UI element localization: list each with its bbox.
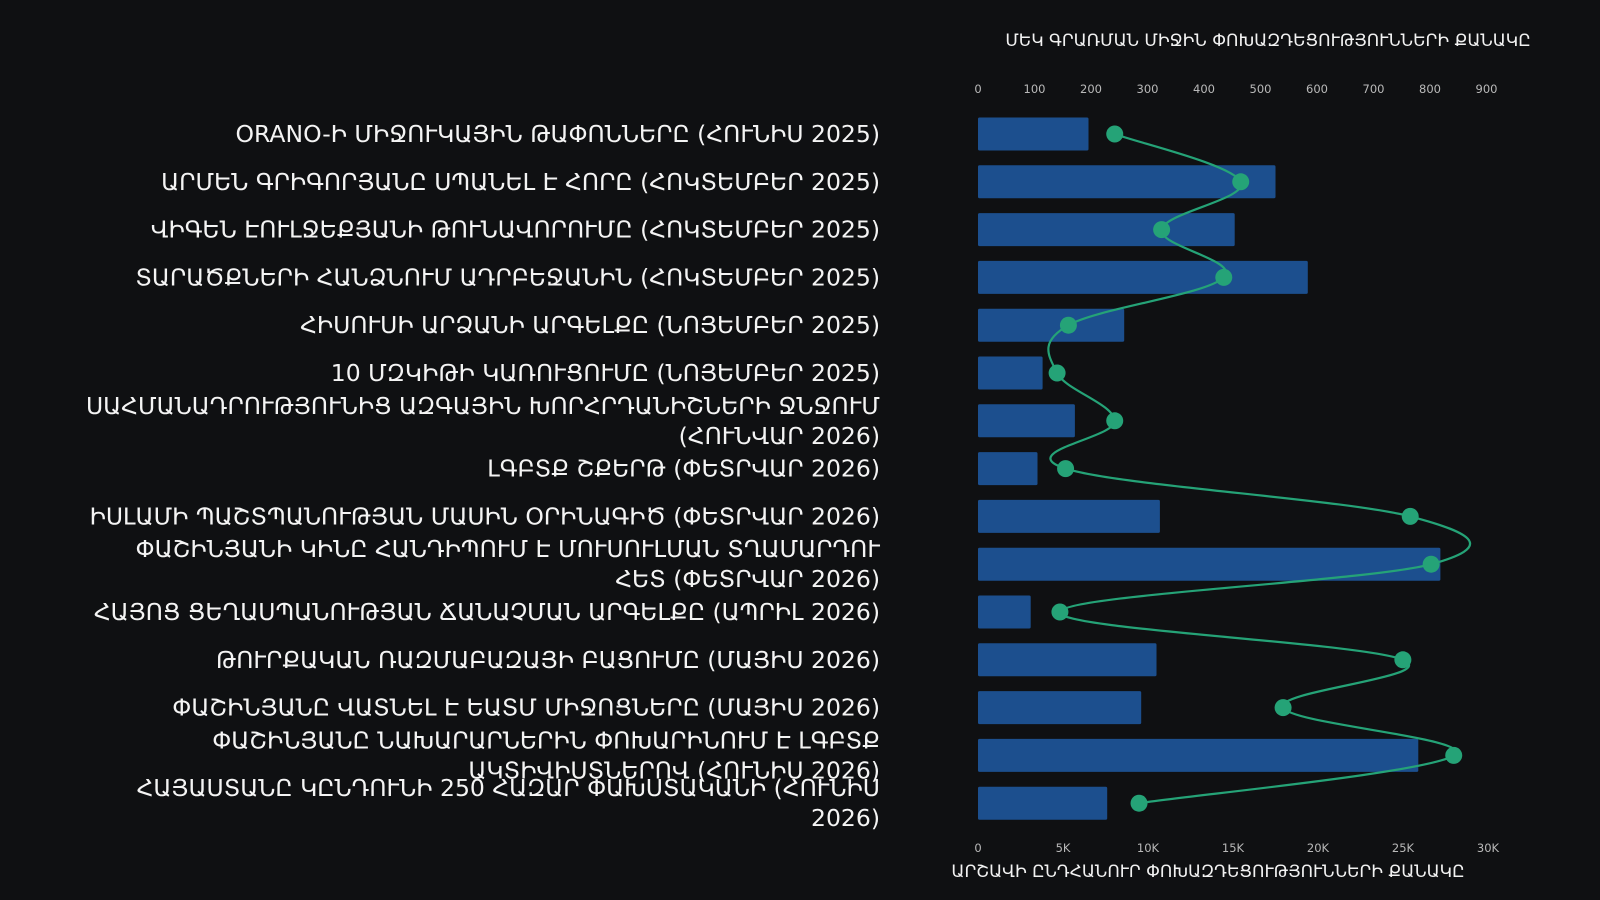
- category-label: ՓԱՇԻՆՅԱՆԸ ՆԱԽԱՐԱՐՆԵՐԻՆ ՓՈԽԱՐԻՆՈՒՄ Է ԼԳԲՏ…: [212, 726, 880, 784]
- top-axis: 0 100 200 300 400 500 600 700 800 900: [974, 82, 1497, 96]
- line-point: [1232, 173, 1250, 191]
- top-tick-label: 200: [1080, 82, 1102, 96]
- bar: [978, 643, 1157, 677]
- bottom-tick-label: 30K: [1477, 841, 1500, 855]
- category-label: ՓԱՇԻՆՅԱՆԻ ԿԻՆԸ ՀԱՆԴԻՊՈՒՄ Է ՄՈՒՍՈՒԼՄԱՆ ՏՂ…: [136, 535, 881, 593]
- top-tick-label: 700: [1363, 82, 1385, 96]
- bar: [978, 356, 1043, 390]
- line-point: [1274, 699, 1292, 717]
- line-point: [1153, 221, 1171, 239]
- bottom-tick-label: 15K: [1222, 841, 1245, 855]
- line-point: [1401, 507, 1419, 525]
- chart-title: ՄԵԿ ԳՐԱՌՄԱՆ ՄԻՋԻՆ ՓՈԽԱԶԴԵՑՈՒԹՅՈՒՆՆԵՐԻ ՔԱ…: [1005, 31, 1530, 51]
- bottom-tick-label: 5K: [1056, 841, 1071, 855]
- x-axis-label: ԱՐՇԱՎԻ ԸՆԴՀԱՆՈՒՐ ՓՈԽԱԶԴԵՑՈՒԹՅՈՒՆՆԵՐԻ ՔԱՆ…: [951, 862, 1464, 882]
- category-label: ՎԻԳԵՆ ԷՈՒԼՋԵՔՅԱՆԻ ԹՈՒՆԱՎՈՐՈՒՄԸ (ՀՈԿՏԵՄԲԵ…: [151, 216, 880, 244]
- bar: [978, 547, 1441, 581]
- top-tick-label: 400: [1193, 82, 1215, 96]
- category-label: ՀԱՅԱՍՏԱՆԸ ԿԸՆԴՈՒՆԻ 250 ՀԱԶԱՐ ՓԱԽՍՏԱԿԱՆԻ …: [137, 774, 880, 832]
- category-label: ՓԱՇԻՆՅԱՆԸ ՎԱՏՆԵԼ Է ԵԱՏՄ ՄԻՋՈՑՆԵՐԸ (ՄԱՅԻՍ…: [172, 694, 880, 722]
- category-label: 10 ՄԶԿԻԹԻ ԿԱՌՈՒՑՈՒՄԸ (ՆՈՅԵՄԲԵՐ 2025): [331, 359, 880, 387]
- category-labels: ORANO-Ի ՄԻՋՈՒԿԱՅԻՆ ԹԱՓՈՆՆԵՐԸ (ՀՈՒՆԻՍ 202…: [86, 120, 880, 832]
- bar-group: [978, 117, 1441, 820]
- bar: [978, 452, 1038, 486]
- bar: [978, 213, 1235, 247]
- bottom-tick-label: 25K: [1392, 841, 1415, 855]
- line-point: [1106, 412, 1124, 430]
- top-tick-label: 0: [974, 82, 981, 96]
- line-point: [1051, 603, 1069, 621]
- line-point: [1394, 651, 1412, 669]
- category-label: ԹՈՒՐՔԱԿԱՆ ՌԱԶՄԱԲԱԶԱՅԻ ԲԱՑՈՒՄԸ (ՄԱՅԻՍ 202…: [216, 646, 880, 674]
- line-point: [1445, 746, 1463, 764]
- bar: [978, 499, 1160, 533]
- line-point: [1130, 794, 1148, 812]
- line-point: [1057, 460, 1075, 478]
- category-label: ORANO-Ի ՄԻՋՈՒԿԱՅԻՆ ԹԱՓՈՆՆԵՐԸ (ՀՈՒՆԻՍ 202…: [236, 120, 880, 148]
- bar: [978, 786, 1108, 820]
- bottom-axis: 0 5K 10K 15K 20K 25K 30K: [974, 841, 1499, 855]
- bottom-tick-label: 20K: [1307, 841, 1330, 855]
- bar: [978, 404, 1075, 438]
- bottom-tick-label: 0: [974, 841, 981, 855]
- bar: [978, 738, 1419, 772]
- category-label: ՍԱՀՄԱՆԱԴՐՈՒԹՅՈՒՆԻՑ ԱԶԳԱՅԻՆ ԽՈՐՀՐԴԱՆԻՇՆԵՐ…: [86, 392, 880, 450]
- top-tick-label: 900: [1476, 82, 1498, 96]
- category-label: ՏԱՐԱԾՔՆԵՐԻ ՀԱՆՁՆՈՒՄ ԱԴՐԲԵՋԱՆԻՆ (ՀՈԿՏԵՄԲԵ…: [135, 263, 880, 291]
- bottom-tick-label: 10K: [1137, 841, 1160, 855]
- bar: [978, 165, 1276, 199]
- category-label: ՀԻՍՈՒՍԻ ԱՐՁԱՆԻ ԱՐԳԵԼՔԸ (ՆՈՅԵՄԲԵՐ 2025): [300, 311, 880, 339]
- bar: [978, 691, 1142, 725]
- bar: [978, 595, 1031, 629]
- top-tick-label: 500: [1250, 82, 1272, 96]
- bar: [978, 260, 1308, 294]
- line-points: [1048, 125, 1463, 812]
- top-tick-label: 300: [1137, 82, 1159, 96]
- line-point: [1215, 268, 1233, 286]
- category-label: ԻՍԼԱՄԻ ՊԱՇՏՊԱՆՈՒԹՅԱՆ ՄԱՍԻՆ ՕՐԻՆԱԳԻԾ (ՓԵՏ…: [90, 502, 880, 530]
- line-point: [1048, 364, 1066, 382]
- line-point: [1059, 316, 1077, 334]
- bar: [978, 117, 1089, 151]
- category-label: ԱՐՄԵՆ ԳՐԻԳՈՐՅԱՆԸ ՍՊԱՆԵԼ Է ՀՈՐԸ (ՀՈԿՏԵՄԲԵ…: [161, 168, 880, 196]
- top-tick-label: 800: [1419, 82, 1441, 96]
- top-tick-label: 100: [1024, 82, 1046, 96]
- line-point: [1422, 555, 1440, 573]
- category-label: ԼԳԲՏՔ ՇՔԵՐԹ (ՓԵՏՐՎԱՐ 2026): [487, 455, 880, 483]
- line-point: [1106, 125, 1124, 143]
- category-label: ՀԱՅՈՑ ՑԵՂԱՍՊԱՆՈՒԹՅԱՆ ՃԱՆԱՉՄԱՆ ԱՐԳԵԼՔԸ (Ա…: [94, 598, 880, 626]
- top-tick-label: 600: [1306, 82, 1328, 96]
